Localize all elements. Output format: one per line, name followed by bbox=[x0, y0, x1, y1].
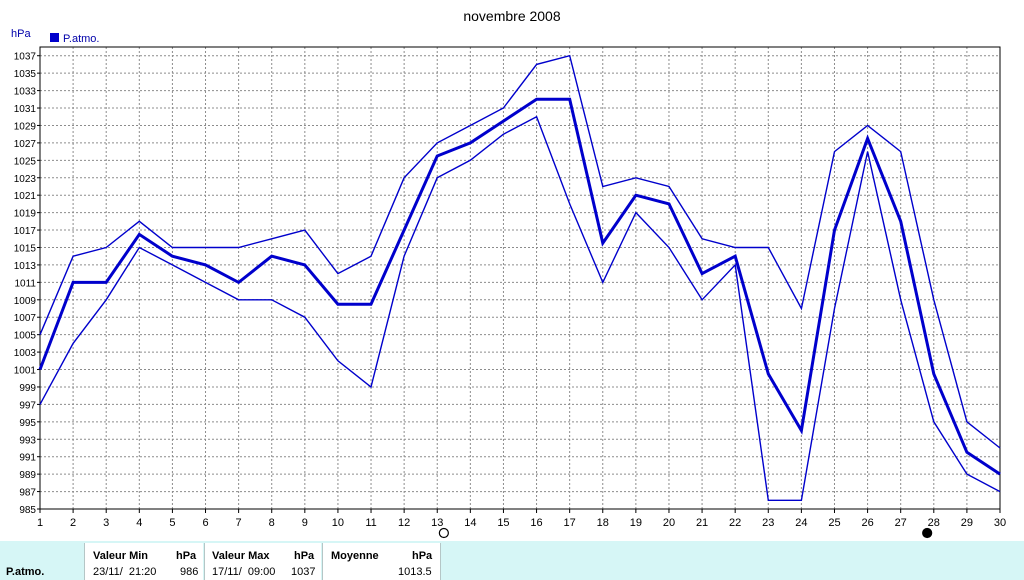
x-tick-label: 9 bbox=[302, 517, 308, 529]
min-panel bbox=[84, 543, 203, 580]
x-tick-label: 2 bbox=[70, 517, 76, 529]
x-tick-label: 5 bbox=[169, 517, 175, 529]
y-tick-label: 1015 bbox=[14, 243, 37, 254]
x-tick-label: 28 bbox=[928, 517, 940, 529]
x-tick-label: 25 bbox=[828, 517, 840, 529]
x-tick-label: 24 bbox=[795, 517, 807, 529]
y-tick-label: 995 bbox=[19, 418, 36, 429]
stats-row-label: P.atmo. bbox=[6, 566, 45, 578]
y-tick-label: 1023 bbox=[14, 174, 37, 185]
x-tick-label: 27 bbox=[895, 517, 907, 529]
y-tick-label: 1021 bbox=[14, 191, 37, 202]
series-line-max bbox=[39, 54, 1001, 449]
new-moon-marker bbox=[922, 527, 933, 539]
y-tick-label: 1017 bbox=[14, 226, 37, 237]
x-tick-label: 15 bbox=[497, 517, 509, 529]
x-tick-label: 7 bbox=[236, 517, 242, 529]
x-tick-label: 6 bbox=[202, 517, 208, 529]
y-tick-label: 999 bbox=[19, 383, 36, 394]
mean-panel bbox=[322, 543, 440, 580]
grid bbox=[39, 47, 1001, 510]
y-tick-label: 1027 bbox=[14, 139, 37, 150]
x-tick-label: 3 bbox=[103, 517, 109, 529]
y-tick-label: 1037 bbox=[14, 52, 37, 63]
x-tick-label: 30 bbox=[994, 517, 1006, 529]
series bbox=[38, 54, 1001, 501]
mean-unit: hPa bbox=[412, 550, 433, 562]
max-date: 17/11/ 09:00 bbox=[212, 566, 276, 578]
min-unit: hPa bbox=[176, 550, 197, 562]
y-tick-label: 1013 bbox=[14, 261, 37, 272]
x-tick-label: 8 bbox=[269, 517, 275, 529]
x-tick-label: 21 bbox=[696, 517, 708, 529]
max-header: Valeur Max bbox=[212, 550, 270, 562]
min-header: Valeur Min bbox=[93, 550, 149, 562]
x-tick-label: 10 bbox=[332, 517, 344, 529]
y-tick-label: 1035 bbox=[14, 69, 37, 80]
min-value: 986 bbox=[180, 566, 199, 578]
y-axis: 985 987 989 991 993 995 997 999 1001 1003 1005 1007… bbox=[14, 52, 40, 516]
pressure-chart: novembre 2008 hPa P.atmo. 98598798999199… bbox=[11, 8, 1006, 539]
y-tick-label: 1003 bbox=[14, 348, 37, 359]
chart-title: novembre 2008 bbox=[463, 8, 561, 24]
max-unit: hPa bbox=[294, 550, 315, 562]
y-tick-label: 1029 bbox=[14, 121, 37, 132]
y-tick-label: 1033 bbox=[14, 87, 37, 98]
y-tick-label: 1011 bbox=[14, 278, 36, 289]
stats-table: P.atmo. Valeur Min hPa 23/11/ 21:20 986 … bbox=[0, 541, 1024, 580]
series-line-mean bbox=[38, 97, 1001, 476]
y-tick-label: 987 bbox=[19, 488, 36, 499]
plot-frame bbox=[39, 46, 1001, 510]
x-tick-label: 4 bbox=[136, 517, 142, 529]
x-tick-label: 12 bbox=[398, 517, 410, 529]
y-tick-label: 1025 bbox=[14, 156, 37, 167]
x-tick-label: 22 bbox=[729, 517, 741, 529]
series-line-min bbox=[39, 115, 1001, 501]
mean-header: Moyenne bbox=[331, 550, 379, 562]
max-panel bbox=[204, 543, 321, 580]
legend-label: P.atmo. bbox=[63, 33, 100, 45]
x-tick-label: 19 bbox=[630, 517, 642, 529]
mean-value: 1013.5 bbox=[398, 566, 432, 578]
y-tick-label: 993 bbox=[19, 435, 36, 446]
y-tick-label: 1031 bbox=[14, 104, 37, 115]
x-tick-label: 29 bbox=[961, 517, 973, 529]
x-axis: 1 2 3 4 5 6 7 8 9 10 11 12 13 14 15 16 17 18 19 20 21 22 23 24 2… bbox=[37, 509, 1006, 529]
x-tick-label: 14 bbox=[464, 517, 476, 529]
y-tick-label: 989 bbox=[19, 470, 36, 481]
y-tick-label: 1005 bbox=[14, 331, 37, 342]
min-date: 23/11/ 21:20 bbox=[93, 566, 157, 578]
x-tick-label: 20 bbox=[663, 517, 675, 529]
y-tick-label: 1009 bbox=[14, 296, 37, 307]
x-tick-label: 18 bbox=[597, 517, 609, 529]
x-tick-label: 17 bbox=[564, 517, 576, 529]
y-axis-unit: hPa bbox=[11, 28, 31, 40]
y-tick-label: 1019 bbox=[14, 209, 37, 220]
y-tick-label: 991 bbox=[19, 453, 36, 464]
y-tick-label: 997 bbox=[19, 400, 36, 411]
max-value: 1037 bbox=[291, 566, 316, 578]
x-tick-label: 13 bbox=[431, 517, 443, 529]
moon-phase-markers bbox=[438, 527, 933, 539]
y-tick-label: 1001 bbox=[14, 366, 37, 377]
x-tick-label: 11 bbox=[365, 517, 376, 529]
y-tick-label: 985 bbox=[19, 505, 36, 516]
x-tick-label: 16 bbox=[530, 517, 542, 529]
legend-swatch bbox=[50, 33, 59, 42]
x-tick-label: 1 bbox=[37, 517, 43, 529]
x-tick-label: 23 bbox=[762, 517, 774, 529]
x-tick-label: 26 bbox=[861, 517, 873, 529]
y-tick-label: 1007 bbox=[14, 313, 37, 324]
full-moon-marker bbox=[438, 527, 449, 539]
